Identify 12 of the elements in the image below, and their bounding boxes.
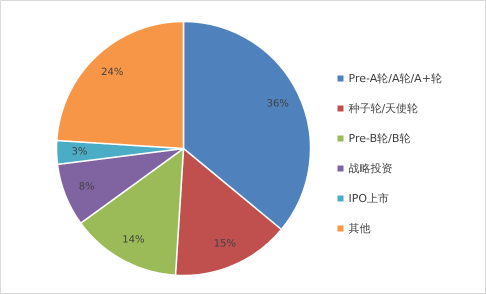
legend-label: IPO上市 (348, 192, 390, 205)
data-label: 36% (266, 98, 289, 110)
data-label: 14% (122, 234, 144, 246)
data-label: 3% (71, 146, 88, 158)
data-label: 8% (78, 181, 95, 192)
legend-label: 其他 (348, 222, 370, 235)
legend-label: Pre-A轮/A轮/A+轮 (348, 72, 442, 85)
data-label: 15% (214, 238, 236, 250)
legend-label: 种子轮/天使轮 (348, 102, 418, 115)
legend-label: Pre-B轮/B轮 (348, 132, 410, 145)
data-label: 24% (101, 67, 124, 78)
legend-label: 战略投资 (348, 162, 392, 175)
